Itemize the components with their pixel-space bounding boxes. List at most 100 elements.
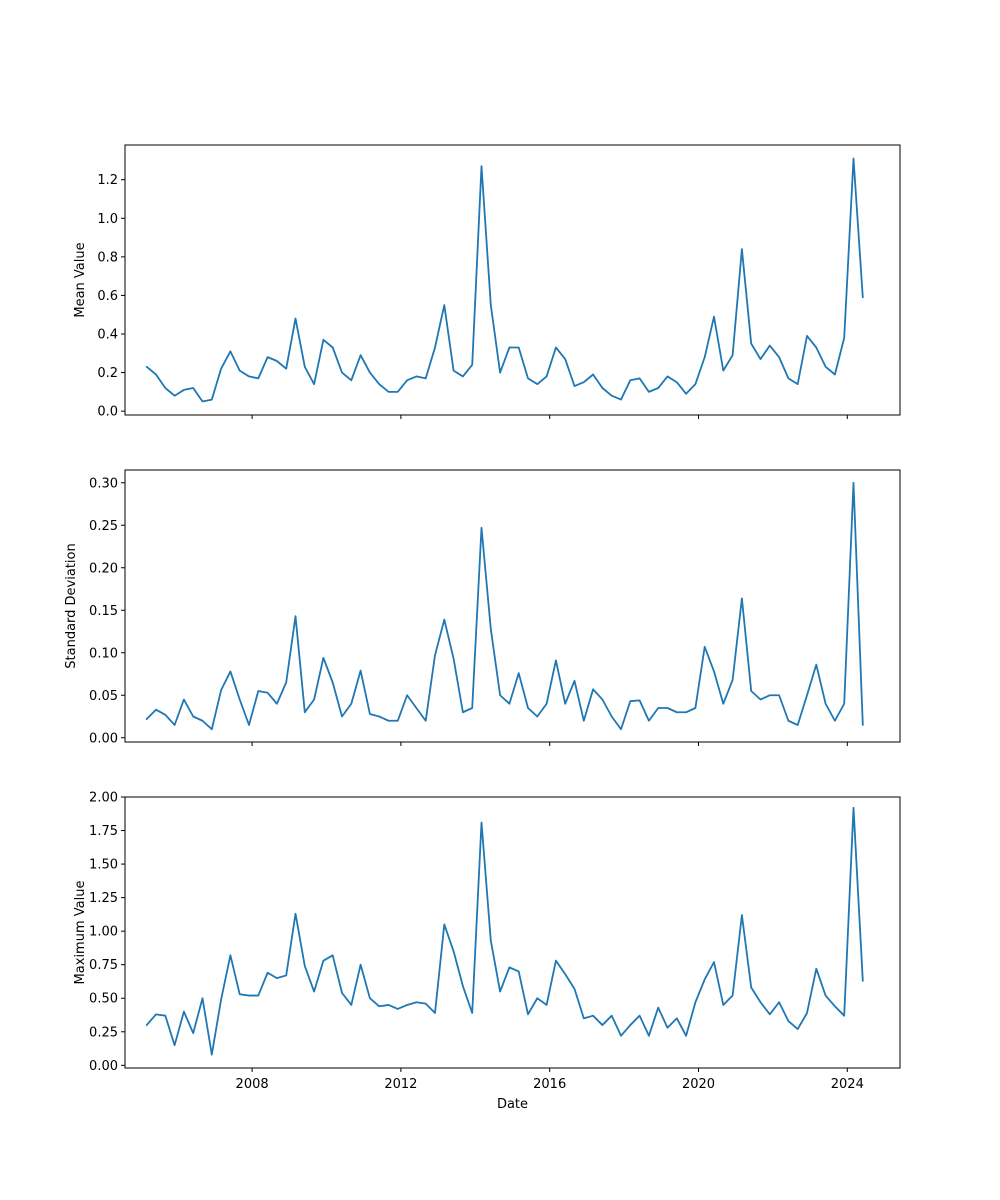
- data-point: [443, 304, 445, 306]
- data-point: [862, 980, 864, 982]
- data-point: [704, 646, 706, 648]
- data-point: [146, 1024, 148, 1026]
- data-point: [648, 1035, 650, 1037]
- data-point: [518, 346, 520, 348]
- data-point: [573, 385, 575, 387]
- data-point: [508, 346, 510, 348]
- data-point: [852, 807, 854, 809]
- data-point: [378, 383, 380, 385]
- data-point: [741, 248, 743, 250]
- y-tick-label: 0.25: [89, 1025, 118, 1040]
- y-tick-label: 0.0: [97, 405, 118, 420]
- data-point: [164, 1014, 166, 1016]
- data-point: [192, 387, 194, 389]
- data-point: [462, 985, 464, 987]
- data-point: [359, 354, 361, 356]
- y-tick-label: 0.75: [89, 958, 118, 973]
- data-point: [815, 968, 817, 970]
- data-point: [797, 383, 799, 385]
- data-point: [834, 373, 836, 375]
- data-point: [350, 1004, 352, 1006]
- data-point: [648, 720, 650, 722]
- data-point: [750, 986, 752, 988]
- data-point: [676, 711, 678, 713]
- data-point: [648, 391, 650, 393]
- data-point: [285, 368, 287, 370]
- data-point: [443, 923, 445, 925]
- data-point: [239, 369, 241, 371]
- data-point: [183, 698, 185, 700]
- data-point: [499, 371, 501, 373]
- data-point: [769, 1013, 771, 1015]
- data-point: [657, 387, 659, 389]
- data-point: [266, 356, 268, 358]
- data-point: [694, 707, 696, 709]
- data-point: [341, 371, 343, 373]
- data-point: [806, 694, 808, 696]
- data-point: [834, 720, 836, 722]
- data-point: [266, 972, 268, 974]
- data-point: [638, 1014, 640, 1016]
- data-point: [434, 346, 436, 348]
- data-point: [471, 364, 473, 366]
- data-point: [192, 715, 194, 717]
- x-tick-label: 2008: [236, 1077, 269, 1092]
- y-tick-label: 1.25: [89, 891, 118, 906]
- data-point: [359, 669, 361, 671]
- data-point: [397, 720, 399, 722]
- data-point: [824, 703, 826, 705]
- data-point: [601, 698, 603, 700]
- y-tick-label: 1.75: [89, 824, 118, 839]
- data-point: [397, 1008, 399, 1010]
- data-point: [852, 482, 854, 484]
- y-tick-label: 1.50: [89, 858, 118, 873]
- data-point: [778, 356, 780, 358]
- data-point: [285, 681, 287, 683]
- data-point: [545, 703, 547, 705]
- data-point: [527, 707, 529, 709]
- data-point: [564, 973, 566, 975]
- data-point: [322, 959, 324, 961]
- axes-frame: [124, 469, 901, 743]
- y-axis-label: Standard Deviation: [64, 543, 79, 668]
- data-point: [490, 628, 492, 630]
- data-point: [266, 692, 268, 694]
- data-point: [592, 688, 594, 690]
- data-point: [601, 1024, 603, 1026]
- data-point: [555, 959, 557, 961]
- y-axis-label: Mean Value: [73, 242, 88, 317]
- data-point: [406, 694, 408, 696]
- data-point: [769, 694, 771, 696]
- data-point: [313, 990, 315, 992]
- data-point: [797, 724, 799, 726]
- x-axis-label: Date: [497, 1097, 528, 1112]
- data-point: [220, 689, 222, 691]
- data-point: [694, 1001, 696, 1003]
- data-point: [378, 1005, 380, 1007]
- data-point: [359, 963, 361, 965]
- data-point: [629, 700, 631, 702]
- data-point: [638, 699, 640, 701]
- y-tick-label: 1.2: [97, 173, 118, 188]
- y-tick-label: 0.4: [97, 328, 118, 343]
- data-point: [564, 358, 566, 360]
- data-point: [518, 970, 520, 972]
- data-point: [545, 375, 547, 377]
- data-point: [406, 1004, 408, 1006]
- data-point: [704, 356, 706, 358]
- y-tick-label: 0.2: [97, 366, 118, 381]
- data-point: [722, 703, 724, 705]
- data-point: [471, 1012, 473, 1014]
- data-point: [425, 377, 427, 379]
- data-point: [201, 997, 203, 999]
- data-point: [462, 711, 464, 713]
- data-point: [843, 703, 845, 705]
- data-point: [657, 707, 659, 709]
- data-point: [490, 939, 492, 941]
- data-point: [536, 715, 538, 717]
- data-point: [406, 379, 408, 381]
- data-point: [452, 369, 454, 371]
- data-point: [620, 398, 622, 400]
- data-point: [824, 366, 826, 368]
